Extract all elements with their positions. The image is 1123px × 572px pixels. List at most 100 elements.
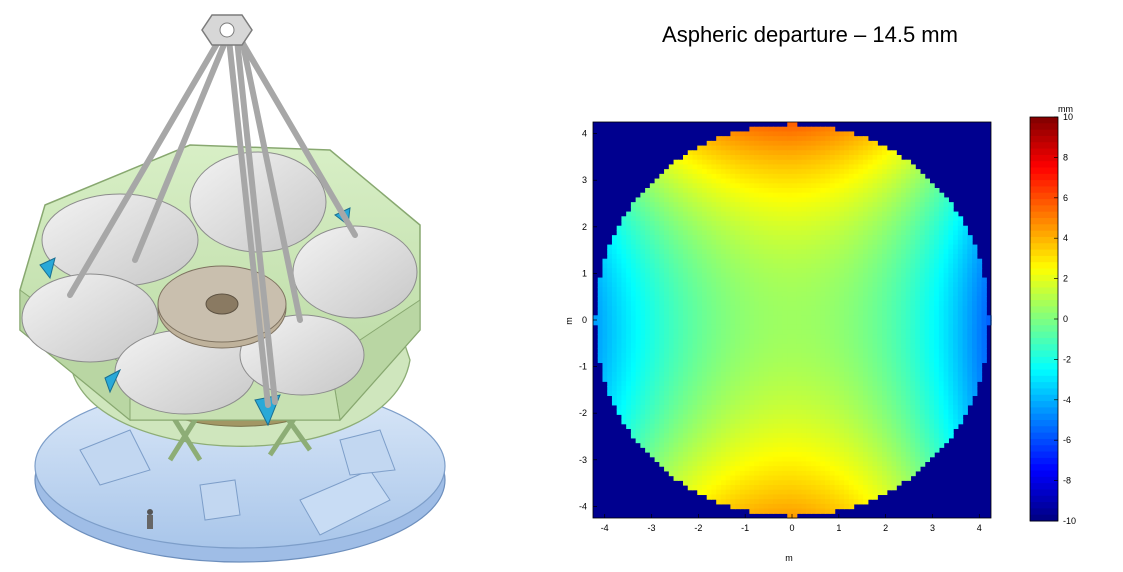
surface-cell bbox=[877, 249, 883, 255]
surface-cell bbox=[891, 362, 897, 368]
surface-cell bbox=[706, 169, 713, 175]
surface-cell bbox=[749, 353, 755, 359]
surface-cell bbox=[787, 145, 793, 151]
surface-cell bbox=[692, 404, 698, 411]
surface-cell bbox=[758, 211, 765, 217]
surface-cell bbox=[768, 301, 774, 307]
surface-cell bbox=[853, 206, 859, 213]
surface-cell bbox=[834, 456, 840, 463]
surface-cell bbox=[844, 230, 850, 236]
surface-cell bbox=[891, 277, 897, 283]
surface-cell bbox=[683, 272, 689, 279]
surface-cell bbox=[659, 258, 665, 265]
surface-cell bbox=[858, 428, 864, 434]
surface-cell bbox=[654, 296, 660, 302]
surface-cell bbox=[716, 475, 722, 481]
surface-cell bbox=[915, 456, 921, 463]
surface-cell bbox=[806, 452, 812, 458]
surface-cell bbox=[905, 428, 912, 434]
surface-cell bbox=[635, 197, 641, 203]
surface-cell bbox=[668, 447, 675, 453]
surface-cell bbox=[725, 334, 732, 340]
surface-cell bbox=[910, 334, 916, 340]
surface-cell bbox=[825, 329, 831, 335]
surface-cell bbox=[839, 211, 845, 217]
surface-cell bbox=[659, 400, 665, 406]
surface-cell bbox=[801, 414, 807, 420]
surface-cell bbox=[782, 419, 788, 425]
surface-cell bbox=[848, 395, 855, 401]
surface-cell bbox=[787, 371, 793, 378]
surface-cell bbox=[796, 249, 803, 255]
surface-cell bbox=[744, 206, 750, 213]
surface-cell bbox=[872, 414, 878, 420]
surface-cell bbox=[853, 494, 859, 500]
surface-cell bbox=[905, 305, 912, 312]
surface-cell bbox=[839, 409, 845, 415]
surface-cell bbox=[919, 178, 926, 184]
surface-cell bbox=[664, 277, 670, 283]
surface-cell bbox=[720, 159, 727, 166]
surface-cell bbox=[877, 192, 883, 199]
surface-cell bbox=[891, 348, 897, 354]
surface-cell bbox=[692, 343, 698, 349]
surface-cell bbox=[683, 343, 689, 349]
surface-cell bbox=[735, 211, 741, 217]
surface-cell bbox=[654, 348, 660, 354]
surface-cell bbox=[744, 442, 750, 448]
surface-cell bbox=[621, 235, 627, 241]
surface-cell bbox=[716, 381, 722, 387]
surface-cell bbox=[829, 150, 836, 156]
surface-cell bbox=[929, 414, 935, 420]
surface-cell bbox=[910, 357, 916, 364]
surface-cell bbox=[872, 461, 878, 467]
surface-cell bbox=[863, 192, 869, 199]
surface-cell bbox=[810, 211, 817, 217]
surface-cell bbox=[853, 400, 859, 406]
surface-cell bbox=[910, 230, 916, 236]
surface-cell bbox=[683, 164, 689, 170]
surface-cell bbox=[782, 301, 788, 307]
surface-cell bbox=[725, 169, 732, 175]
surface-cell bbox=[877, 282, 883, 288]
surface-cell bbox=[915, 433, 921, 439]
surface-cell bbox=[806, 381, 812, 387]
surface-cell bbox=[924, 400, 931, 406]
surface-cell bbox=[711, 216, 717, 222]
surface-cell bbox=[848, 183, 855, 189]
surface-cell bbox=[687, 206, 694, 213]
surface-cell bbox=[848, 206, 855, 213]
surface-cell bbox=[825, 216, 831, 222]
surface-cell bbox=[815, 310, 822, 316]
surface-cell bbox=[934, 216, 940, 222]
surface-cell bbox=[649, 305, 656, 312]
surface-cell bbox=[706, 409, 713, 415]
surface-cell bbox=[687, 272, 694, 279]
surface-cell bbox=[839, 221, 845, 227]
surface-cell bbox=[730, 155, 736, 161]
surface-cell bbox=[683, 353, 689, 359]
surface-cell bbox=[777, 202, 784, 208]
surface-cell bbox=[900, 178, 907, 184]
surface-cell bbox=[758, 164, 765, 170]
surface-cell bbox=[611, 301, 618, 307]
surface-cell bbox=[673, 239, 679, 246]
surface-cell bbox=[858, 230, 864, 236]
surface-cell bbox=[725, 423, 732, 430]
surface-cell bbox=[900, 211, 907, 217]
surface-cell bbox=[924, 183, 931, 189]
surface-cell bbox=[886, 310, 893, 316]
surface-cell bbox=[839, 485, 845, 491]
surface-cell bbox=[891, 296, 897, 302]
surface-cell bbox=[659, 287, 665, 293]
surface-cell bbox=[787, 291, 793, 298]
surface-cell bbox=[810, 310, 817, 316]
surface-cell bbox=[891, 197, 897, 203]
surface-cell bbox=[801, 508, 807, 514]
surface-cell bbox=[834, 461, 840, 467]
surface-cell bbox=[744, 376, 750, 382]
surface-cell bbox=[929, 419, 935, 425]
surface-cell bbox=[844, 437, 850, 444]
surface-cell bbox=[649, 348, 656, 354]
surface-cell bbox=[806, 343, 812, 349]
